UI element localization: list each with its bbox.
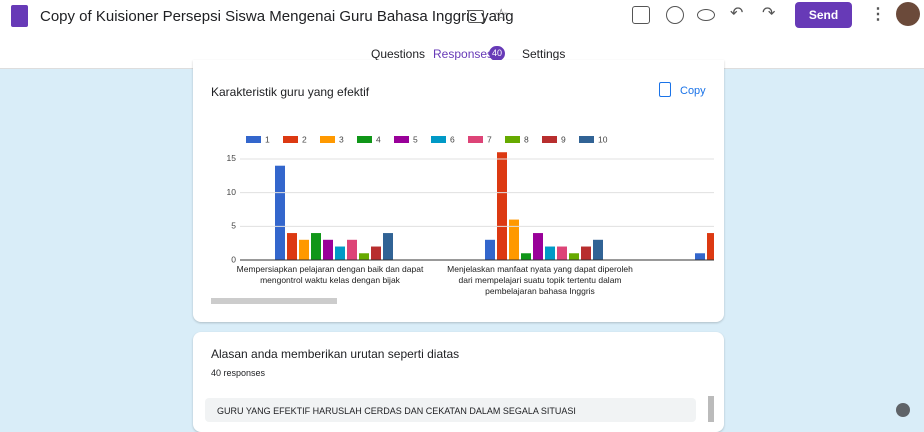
bar (371, 247, 381, 260)
legend-swatch (505, 136, 520, 143)
legend-label: 3 (339, 134, 344, 144)
bar (335, 247, 345, 260)
bar (557, 247, 567, 260)
legend-label: 6 (450, 134, 455, 144)
legend-label: 5 (413, 134, 418, 144)
bar (719, 179, 729, 260)
bar (275, 166, 285, 260)
y-tick-label: 10 (227, 187, 237, 197)
x-tick-label: Mempersiapkan pelajaran dengan baik dan … (235, 264, 425, 286)
legend-label: 10 (598, 134, 608, 144)
chart: 0 5 10 15 1 2 3 4 5 6 7 8 9 10 (0, 0, 924, 423)
legend-swatch (431, 136, 446, 143)
legend-label: 9 (561, 134, 566, 144)
bar (287, 233, 297, 260)
plot (275, 152, 741, 260)
x-tick-label: Menjelaskan manfaat nyata yang dapat dip… (445, 264, 635, 297)
bar (695, 253, 705, 260)
legend-swatch (579, 136, 594, 143)
legend-label: 8 (524, 134, 529, 144)
page: Copy of Kuisioner Persepsi Siswa Mengena… (0, 0, 924, 423)
bar (545, 247, 555, 260)
bar (533, 233, 543, 260)
legend-swatch (394, 136, 409, 143)
bar (323, 240, 333, 260)
x-tick-label: Menginformasika (655, 264, 714, 275)
bar (299, 240, 309, 260)
legend-swatch (283, 136, 298, 143)
bar (497, 152, 507, 260)
bar (485, 240, 495, 260)
bar (731, 240, 741, 260)
bar (581, 247, 591, 260)
bar (707, 233, 717, 260)
y-tick-label: 0 (231, 254, 236, 264)
bar (347, 240, 357, 260)
legend-label: 2 (302, 134, 307, 144)
bar (383, 233, 393, 260)
bar (593, 240, 603, 260)
bar (359, 253, 369, 260)
bar (569, 253, 579, 260)
legend-label: 1 (265, 134, 270, 144)
legend-swatch (320, 136, 335, 143)
legend-swatch (357, 136, 372, 143)
legend-swatch (246, 136, 261, 143)
category-labels: Mempersiapkan pelajaran dengan baik dan … (224, 264, 714, 304)
bar (509, 220, 519, 260)
legend-label: 4 (376, 134, 381, 144)
y-tick-label: 15 (227, 153, 237, 163)
bar (311, 233, 321, 260)
legend-swatch (542, 136, 557, 143)
legend-label: 7 (487, 134, 492, 144)
legend-swatch (468, 136, 483, 143)
y-tick-label: 5 (231, 221, 236, 231)
bar (521, 253, 531, 260)
